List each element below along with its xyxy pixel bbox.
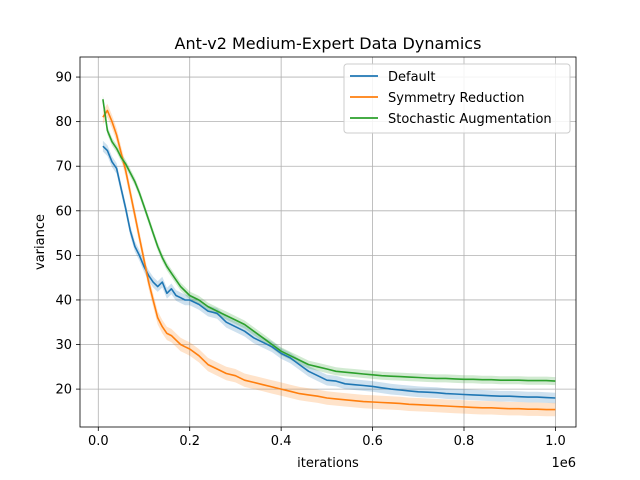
series-line: [102, 99, 556, 382]
x-tick-label: 0.4: [271, 434, 292, 449]
legend-label: Default: [388, 70, 436, 85]
series-line: [102, 109, 556, 411]
legend-label: Symmetry Reduction: [388, 91, 525, 106]
chart-title: Ant-v2 Medium-Expert Data Dynamics: [175, 34, 482, 53]
legend: Default Symmetry Reduction Stochastic Augm…: [343, 63, 571, 134]
y-axis-label: variance: [33, 214, 48, 270]
x-tick-label: 0.2: [179, 434, 200, 449]
x-tick-label: 0.0: [88, 434, 109, 449]
confidence-bands: [102, 95, 556, 417]
x-tick-label: 0.8: [454, 434, 475, 449]
series-line: [102, 145, 556, 399]
x-axis-label: iterations: [297, 456, 359, 471]
legend-box: [343, 63, 571, 134]
y-tick-label: 50: [55, 249, 72, 264]
y-tick-label: 70: [55, 160, 72, 175]
y-tick-label: 80: [55, 115, 72, 130]
x-tick-label: 0.6: [362, 434, 383, 449]
plot-frame: [79, 56, 577, 428]
x-axis-offset-label: 1e6: [551, 456, 576, 471]
y-tick-label: 90: [55, 71, 72, 86]
x-axis: 0.0 0.2 0.4 0.6 0.8 1.0: [88, 427, 566, 449]
y-tick-label: 40: [55, 293, 72, 308]
y-tick-label: 30: [55, 338, 72, 353]
legend-label: Stochastic Augmentation: [388, 112, 552, 127]
y-tick-label: 60: [55, 204, 72, 219]
y-axis: 20 30 40 50 60 70 80 90: [55, 71, 80, 398]
y-tick-label: 20: [55, 383, 72, 398]
x-tick-label: 1.0: [545, 434, 566, 449]
series-lines: [102, 99, 556, 411]
